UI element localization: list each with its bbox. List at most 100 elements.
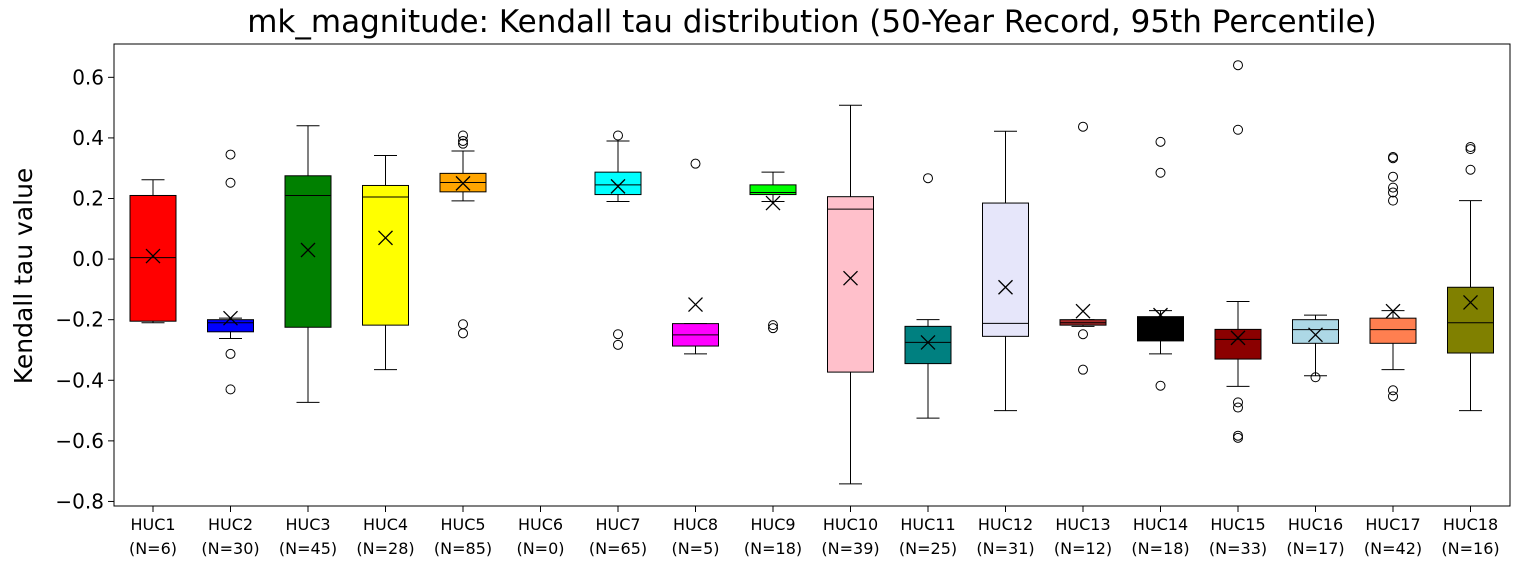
outlier-point bbox=[1233, 402, 1243, 413]
y-tick-label: 0.4 bbox=[72, 126, 104, 150]
box bbox=[284, 175, 332, 328]
mean-marker bbox=[765, 195, 781, 211]
mean-marker bbox=[1385, 303, 1401, 319]
x-tick-label: HUC8 bbox=[673, 515, 718, 534]
x-tick-label: HUC15 bbox=[1210, 515, 1265, 534]
box bbox=[594, 171, 642, 196]
outlier-point bbox=[1155, 380, 1166, 391]
box bbox=[1447, 286, 1494, 354]
mean-marker bbox=[688, 297, 703, 312]
outlier-point bbox=[1233, 397, 1243, 408]
y-axis: −0.8 −0.6 −0.4 −0.2 0.0 0.2 0.4 0.6 bbox=[55, 65, 114, 513]
box bbox=[749, 184, 797, 196]
outlier-point bbox=[1310, 372, 1321, 383]
box bbox=[904, 325, 952, 365]
outlier-point bbox=[1388, 182, 1398, 193]
chart-title: mk_magnitude: Kendall tau distribution (… bbox=[247, 4, 1377, 40]
box bbox=[362, 184, 409, 326]
x-tick-label: HUC18 bbox=[1443, 515, 1498, 534]
x-tick-count-label: (N=6) bbox=[129, 539, 177, 558]
box bbox=[1369, 317, 1417, 344]
mean-marker bbox=[300, 242, 316, 258]
x-tick-label: HUC4 bbox=[363, 515, 408, 534]
outlier-point bbox=[1078, 121, 1088, 132]
outlier-point bbox=[613, 130, 623, 141]
box-group-huc12 bbox=[982, 130, 1029, 412]
outlier-point bbox=[1078, 364, 1088, 375]
box-group-huc9 bbox=[749, 171, 797, 334]
mean-marker bbox=[1308, 327, 1323, 343]
x-tick-count-label: (N=33) bbox=[1209, 539, 1267, 558]
x-tick-count-label: (N=12) bbox=[1054, 539, 1112, 558]
y-tick-label: 0.6 bbox=[72, 65, 104, 89]
x-tick-count-label: (N=30) bbox=[201, 539, 259, 558]
box-group-huc18 bbox=[1447, 142, 1494, 412]
x-tick-count-label: (N=45) bbox=[279, 539, 337, 558]
outlier-point bbox=[1465, 164, 1476, 175]
box bbox=[1214, 328, 1262, 360]
x-tick-count-label: (N=25) bbox=[899, 539, 957, 558]
x-tick-count-label: (N=28) bbox=[356, 539, 414, 558]
outlier-point bbox=[225, 384, 236, 395]
box bbox=[1137, 316, 1184, 342]
outlier-point bbox=[1388, 195, 1398, 206]
mean-marker bbox=[610, 178, 626, 194]
x-tick-label: HUC2 bbox=[208, 515, 253, 534]
x-tick-label: HUC12 bbox=[978, 515, 1033, 534]
mean-marker bbox=[378, 230, 393, 246]
x-tick-label: HUC10 bbox=[823, 515, 878, 534]
mean-marker bbox=[1230, 330, 1246, 346]
mean-marker bbox=[145, 248, 161, 264]
box-group-huc14 bbox=[1137, 136, 1184, 391]
outlier-point bbox=[768, 323, 778, 334]
x-tick-count-label: (N=42) bbox=[1364, 539, 1422, 558]
outlier-point bbox=[613, 339, 623, 350]
mean-marker bbox=[843, 270, 858, 286]
outlier-point bbox=[1388, 391, 1398, 402]
x-tick-count-label: (N=0) bbox=[516, 539, 564, 558]
x-tick-count-label: (N=31) bbox=[976, 539, 1034, 558]
box bbox=[827, 196, 874, 373]
y-axis-label: Kendall tau value bbox=[9, 168, 38, 385]
x-tick-count-label: (N=65) bbox=[589, 539, 647, 558]
box-group-huc15 bbox=[1214, 60, 1262, 443]
box-group-huc3 bbox=[284, 125, 332, 403]
mean-marker bbox=[455, 175, 471, 191]
x-tick-count-label: (N=18) bbox=[744, 539, 802, 558]
box-group-huc17 bbox=[1369, 152, 1417, 402]
mean-marker bbox=[1075, 303, 1091, 319]
x-tick-label: HUC6 bbox=[518, 515, 563, 534]
x-tick-count-label: (N=85) bbox=[434, 539, 492, 558]
outlier-point bbox=[1233, 432, 1243, 443]
box-group-huc16 bbox=[1292, 314, 1339, 383]
box-group-huc7 bbox=[594, 130, 642, 350]
outlier-point bbox=[1233, 430, 1243, 441]
x-tick-label: HUC17 bbox=[1365, 515, 1420, 534]
outlier-point bbox=[690, 158, 701, 169]
outlier-point bbox=[1388, 187, 1398, 198]
outlier-point bbox=[1465, 142, 1476, 153]
outlier-point bbox=[458, 130, 468, 141]
outlier-point bbox=[458, 319, 468, 330]
outlier-point bbox=[225, 348, 236, 359]
box-group-huc4 bbox=[362, 154, 409, 371]
outlier-point bbox=[1465, 144, 1476, 155]
outlier-point bbox=[1388, 171, 1398, 182]
box-group-huc8 bbox=[672, 158, 719, 355]
mean-marker bbox=[223, 310, 238, 326]
box bbox=[1292, 319, 1339, 344]
outlier-point bbox=[1155, 167, 1166, 178]
box-group-huc13 bbox=[1059, 121, 1107, 375]
y-tick-label: 0.0 bbox=[72, 247, 104, 271]
x-tick-label: HUC14 bbox=[1133, 515, 1188, 534]
box bbox=[982, 202, 1029, 337]
box-group-huc10 bbox=[827, 104, 874, 485]
outlier-point bbox=[1233, 60, 1243, 71]
outlier-point bbox=[458, 328, 468, 339]
outlier-point bbox=[1078, 329, 1088, 340]
outlier-point bbox=[458, 138, 468, 149]
y-tick-label: 0.2 bbox=[72, 187, 104, 211]
x-tick-label: HUC16 bbox=[1288, 515, 1343, 534]
box-group-huc2 bbox=[207, 149, 254, 395]
